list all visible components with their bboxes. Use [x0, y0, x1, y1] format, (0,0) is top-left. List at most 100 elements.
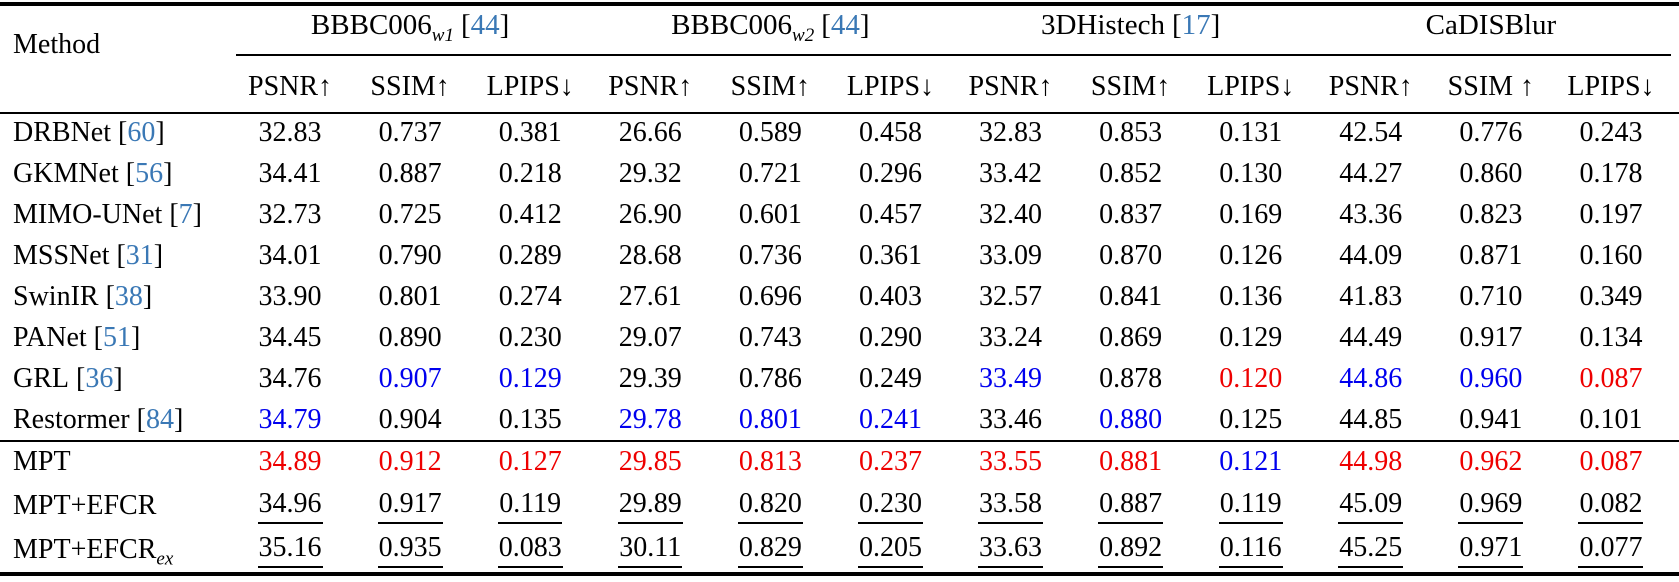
metric-value-text: 0.941 [1459, 403, 1523, 435]
metric-value: 0.361 [830, 235, 950, 276]
metric-value: 0.837 [1071, 194, 1191, 235]
metric-value-text: 41.83 [1339, 280, 1403, 312]
metric-value: 0.403 [830, 276, 950, 317]
metric-value: 32.83 [230, 112, 350, 153]
metric-value-text: 0.790 [378, 239, 442, 271]
metric-value-text: 0.101 [1579, 403, 1643, 435]
metric-value: 0.871 [1431, 235, 1551, 276]
metric-value: 0.935 [350, 528, 470, 572]
label-text: CaDISBlur [1425, 8, 1557, 41]
metric-value: 0.197 [1551, 194, 1671, 235]
metric-value-text: 0.881 [1099, 446, 1163, 477]
metric-value-text: 44.27 [1339, 157, 1403, 189]
label-text: MPT [13, 446, 71, 477]
method-name: PANet [51] [0, 317, 230, 358]
metric-value: 0.801 [710, 399, 830, 440]
metric-value-text: 0.296 [858, 157, 922, 189]
metric-value: 0.249 [830, 358, 950, 399]
metric-value: 0.696 [710, 276, 830, 317]
metric-value-text: 33.46 [979, 403, 1043, 435]
metric-value: 0.178 [1551, 153, 1671, 194]
citation-link[interactable]: 17 [1181, 8, 1211, 41]
metric-value: 0.116 [1191, 528, 1311, 572]
metric-value-text: 0.218 [498, 157, 562, 189]
metric-value-text: 0.241 [858, 403, 922, 435]
metric-value-text: 33.55 [979, 446, 1043, 477]
metric-value-text: 33.09 [979, 239, 1043, 271]
metric-value-text: 0.737 [378, 116, 442, 148]
metric-value-text: 0.361 [858, 239, 922, 271]
metric-value-text: 0.087 [1579, 362, 1643, 394]
metric-value-text: 0.860 [1459, 157, 1523, 189]
metric-value: 33.58 [951, 484, 1071, 528]
metric-value: 44.85 [1311, 399, 1431, 440]
metric-value-text: 0.082 [1578, 488, 1644, 524]
metric-value: 0.917 [350, 484, 470, 528]
metric-header: LPIPS↓ [1567, 71, 1655, 102]
citation-link[interactable]: 31 [125, 239, 154, 271]
metric-value-text: 0.725 [378, 198, 442, 230]
metric-value-text: 0.841 [1099, 280, 1163, 312]
metric-header: SSIM↑ [1090, 71, 1171, 102]
citation-link[interactable]: 56 [135, 157, 164, 189]
metric-value-text: 27.61 [618, 280, 682, 312]
method-name: MPT [0, 440, 230, 484]
method-column-header: Method [13, 29, 101, 60]
metric-value-text: 0.871 [1459, 239, 1523, 271]
metric-value: 29.39 [590, 358, 710, 399]
metric-value-text: 29.85 [618, 446, 682, 477]
metric-value-text: 30.11 [618, 532, 683, 568]
metric-value-text: 0.917 [377, 488, 443, 524]
metric-value-text: 0.160 [1579, 239, 1643, 271]
metric-value: 0.101 [1551, 399, 1671, 440]
metric-value-text: 32.83 [258, 116, 322, 148]
metric-value: 0.853 [1071, 112, 1191, 153]
metric-value-text: 0.116 [1218, 532, 1283, 568]
metric-value: 0.129 [470, 358, 590, 399]
metric-header: LPIPS↓ [846, 71, 935, 102]
label-text: PANet [51] [13, 321, 141, 353]
metric-value: 0.077 [1551, 528, 1671, 572]
metric-value: 44.98 [1311, 440, 1431, 484]
citation-link[interactable]: 38 [114, 280, 143, 312]
metric-value-text: 0.786 [738, 362, 802, 394]
label-text: GKMNet [56] [13, 157, 173, 189]
metric-value: 26.90 [590, 194, 710, 235]
metric-value: 29.78 [590, 399, 710, 440]
metric-value-text: 0.823 [1459, 198, 1523, 230]
metric-value: 0.841 [1071, 276, 1191, 317]
metric-value-text: 0.125 [1219, 403, 1283, 435]
metric-value: 45.09 [1311, 484, 1431, 528]
citation-link[interactable]: 60 [127, 116, 156, 148]
metric-value: 44.49 [1311, 317, 1431, 358]
metric-value: 0.917 [1431, 317, 1551, 358]
citation-link[interactable]: 44 [470, 8, 500, 41]
metric-value-text: 0.589 [738, 116, 802, 148]
metric-value: 0.601 [710, 194, 830, 235]
metric-value: 0.083 [470, 528, 590, 572]
metric-value: 0.457 [830, 194, 950, 235]
metric-value-text: 0.289 [498, 239, 562, 271]
metric-value-text: 0.878 [1099, 362, 1163, 394]
metric-value-text: 0.969 [1458, 488, 1524, 524]
citation-link[interactable]: 44 [830, 8, 860, 41]
metric-value-text: 29.07 [618, 321, 682, 353]
citation-link[interactable]: 7 [178, 198, 193, 230]
metric-value-text: 0.230 [857, 488, 923, 524]
metric-value: 0.237 [830, 440, 950, 484]
metric-value: 0.790 [350, 235, 470, 276]
method-name: MIMO-UNet [7] [0, 194, 230, 235]
metric-value: 43.36 [1311, 194, 1431, 235]
table-bottom-rule [0, 572, 1679, 576]
citation-link[interactable]: 51 [102, 321, 131, 353]
metric-value: 33.09 [951, 235, 1071, 276]
metric-value-text: 0.290 [858, 321, 922, 353]
metric-value-text: 33.49 [979, 362, 1043, 394]
citation-link[interactable]: 36 [85, 362, 114, 394]
metric-value-text: 0.412 [498, 198, 562, 230]
metric-value: 29.89 [590, 484, 710, 528]
metric-value: 29.85 [590, 440, 710, 484]
citation-link[interactable]: 84 [145, 403, 174, 435]
